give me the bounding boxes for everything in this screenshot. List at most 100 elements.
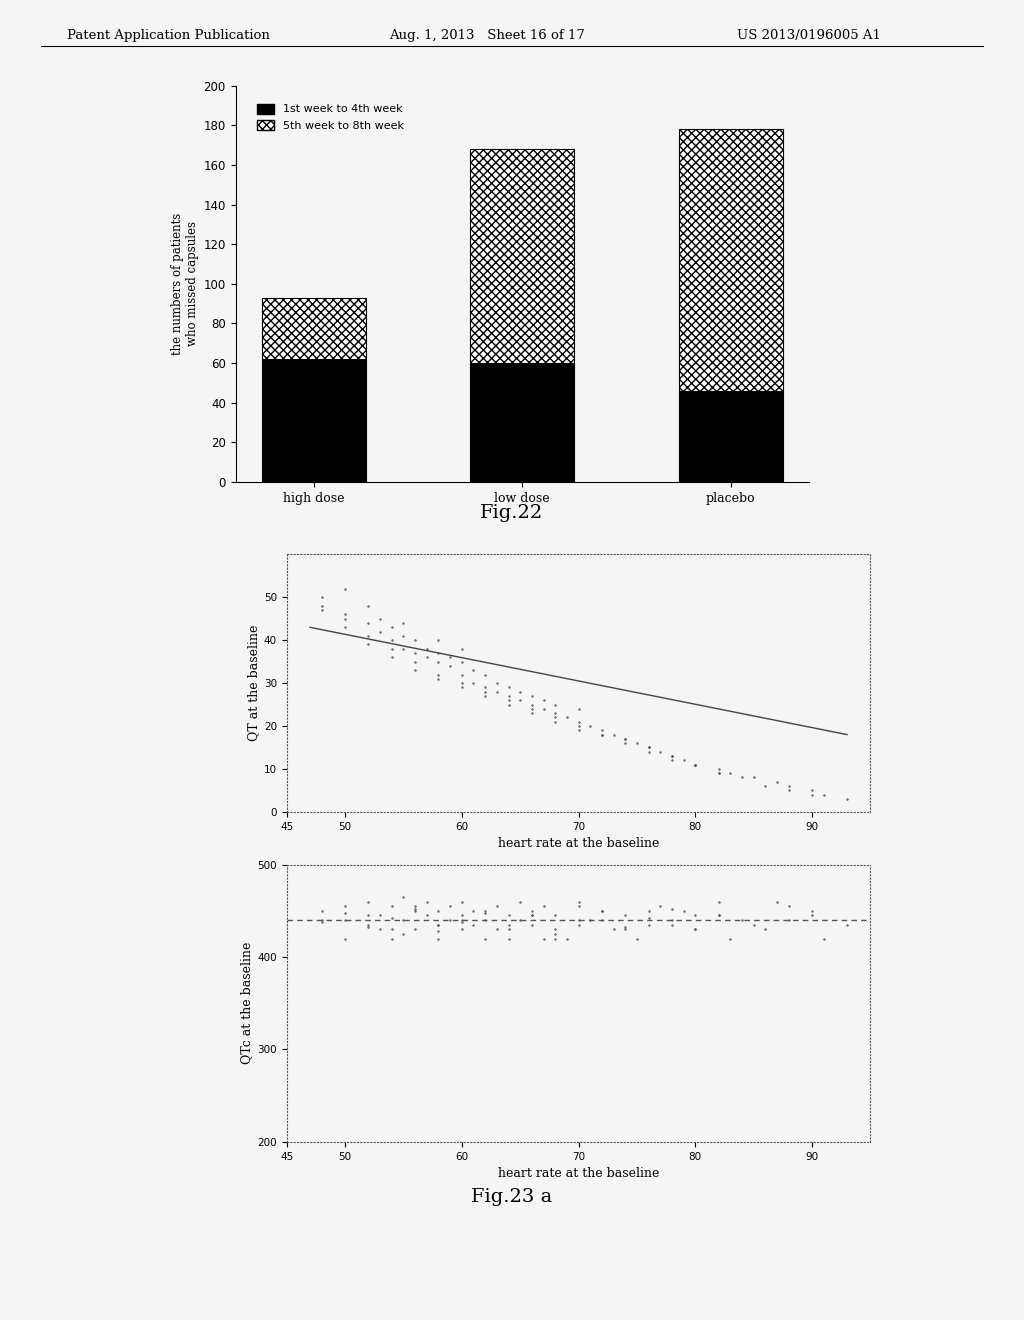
Point [477, 909, 494, 931]
Point [664, 750, 680, 771]
Point [337, 909, 353, 931]
Point [501, 685, 517, 706]
Point [477, 681, 494, 702]
Point [536, 896, 552, 917]
Point [547, 906, 563, 927]
Point [687, 906, 703, 927]
Point [360, 634, 377, 655]
Point [430, 913, 446, 935]
Point [419, 891, 435, 912]
Point [454, 651, 470, 672]
Point [559, 928, 575, 949]
Point [512, 689, 528, 710]
Point [313, 909, 330, 931]
Point [488, 681, 505, 702]
Point [501, 913, 517, 935]
Point [570, 698, 587, 719]
X-axis label: heart rate at the baseline: heart rate at the baseline [498, 1167, 659, 1180]
Point [523, 694, 540, 715]
Point [547, 924, 563, 945]
Point [465, 660, 481, 681]
Point [407, 900, 423, 921]
Point [523, 702, 540, 723]
Point [337, 616, 353, 638]
Point [815, 784, 831, 805]
Point [640, 900, 656, 921]
Point [477, 902, 494, 923]
Legend: 1st week to 4th week, 5th week to 8th week: 1st week to 4th week, 5th week to 8th we… [253, 99, 408, 135]
Point [594, 723, 610, 744]
Point [407, 660, 423, 681]
Point [559, 708, 575, 729]
Point [640, 908, 656, 929]
Point [512, 681, 528, 702]
Point [629, 733, 645, 754]
Point [687, 919, 703, 940]
Point [605, 919, 622, 940]
Point [313, 599, 330, 620]
Point [465, 900, 481, 921]
Point [337, 902, 353, 923]
Point [395, 612, 412, 634]
Point [617, 906, 634, 927]
Point [360, 612, 377, 634]
Point [664, 746, 680, 767]
Bar [261, 359, 366, 482]
Point [582, 909, 598, 931]
Point [676, 750, 692, 771]
Point [477, 664, 494, 685]
Point [523, 906, 540, 927]
Point [360, 913, 377, 935]
Point [640, 742, 656, 763]
Point [501, 906, 517, 927]
Point [536, 928, 552, 949]
Point [664, 746, 680, 767]
Point [384, 908, 400, 929]
Point [477, 685, 494, 706]
Point [570, 891, 587, 912]
Point [419, 638, 435, 659]
Point [664, 913, 680, 935]
Point [711, 906, 727, 927]
Point [769, 891, 785, 912]
Point [395, 924, 412, 945]
Point [430, 651, 446, 672]
Point [419, 906, 435, 927]
Point [384, 638, 400, 659]
Point [442, 655, 459, 676]
Point [687, 754, 703, 775]
Point [780, 896, 797, 917]
Point [536, 689, 552, 710]
Point [395, 638, 412, 659]
Point [617, 919, 634, 940]
Point [407, 643, 423, 664]
Point [605, 723, 622, 744]
Point [442, 896, 459, 917]
Point [664, 909, 680, 931]
Point [804, 906, 820, 927]
Point [652, 896, 669, 917]
Point [501, 677, 517, 698]
Point [372, 919, 388, 940]
Point [465, 913, 481, 935]
Point [687, 919, 703, 940]
Point [687, 754, 703, 775]
Point [360, 595, 377, 616]
Point [430, 630, 446, 651]
Point [337, 578, 353, 599]
Point [360, 917, 377, 939]
X-axis label: heart rate at the baseline: heart rate at the baseline [498, 837, 659, 850]
Point [430, 900, 446, 921]
Text: Patent Application Publication: Patent Application Publication [67, 29, 269, 42]
Point [734, 767, 751, 788]
Point [454, 677, 470, 698]
Point [815, 928, 831, 949]
Point [442, 647, 459, 668]
Point [594, 723, 610, 744]
Point [523, 698, 540, 719]
Point [372, 906, 388, 927]
Point [512, 891, 528, 912]
Bar [261, 297, 366, 359]
Point [547, 928, 563, 949]
Point [313, 595, 330, 616]
